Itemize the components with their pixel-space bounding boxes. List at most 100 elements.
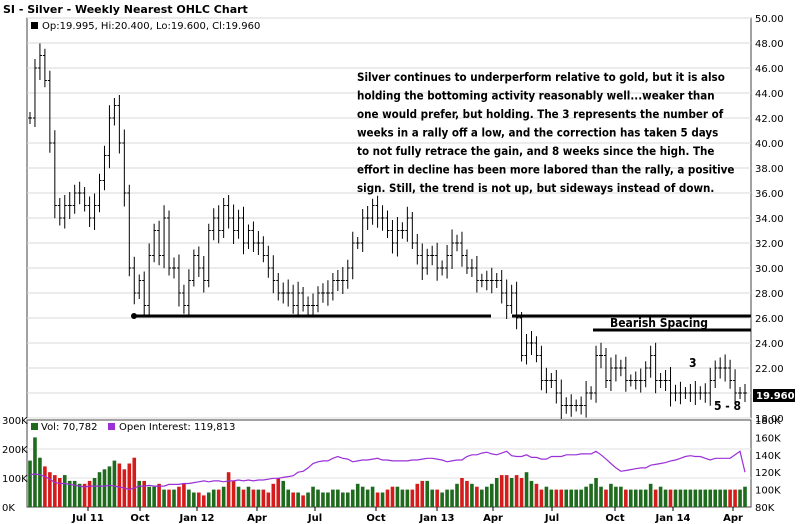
volume-bar [206, 492, 211, 507]
correction-weeks-label: 5 - 8 [714, 399, 741, 413]
volume-bar [365, 489, 370, 507]
price-tick-label: 48.00 [755, 39, 784, 50]
chart-title: SI - Silver - Weekly Nearest OHLC Chart [3, 3, 248, 16]
ohlc-bar [375, 195, 380, 228]
ohlc-bar [157, 220, 162, 266]
ohlc-bar [330, 273, 335, 301]
ohlc-bar [455, 234, 460, 252]
oi-readout: Open Interest: 119,813 [119, 422, 235, 433]
volume-bar [708, 489, 713, 507]
ohlc-readout: Op:19.995, Hi:20.400, Lo:19.600, Cl:19.9… [42, 21, 260, 32]
ohlc-bar [743, 384, 747, 402]
ohlc-bar [430, 245, 435, 266]
ohlc-bar [32, 59, 37, 127]
volume-gridlines [27, 448, 751, 479]
price-tick-label: 30.00 [755, 264, 784, 275]
ohlc-bar [603, 348, 608, 388]
volume-bar [465, 480, 469, 507]
ohlc-bar [311, 293, 316, 318]
ohlc-bar [703, 383, 708, 403]
ohlc-bar [643, 361, 648, 388]
x-tick-label: Apr [483, 513, 503, 524]
ohlc-bar [489, 267, 494, 294]
ohlc-bar [415, 234, 420, 265]
volume-bar [460, 478, 464, 507]
volume-bar [410, 489, 415, 507]
ohlc-bar [594, 345, 599, 403]
ohlc-bar [206, 223, 211, 288]
ohlc-bar [474, 256, 479, 293]
volume-bar [405, 489, 410, 507]
ohlc-bar [306, 296, 311, 315]
ohlc-bar [450, 229, 455, 269]
ohlc-bar [335, 270, 340, 291]
volume-bar [231, 480, 236, 507]
ohlc-bar [28, 112, 32, 124]
volume-bar [321, 492, 325, 507]
bearish-spacing-label: Bearish Spacing [610, 316, 708, 330]
ohlc-bar [345, 259, 350, 289]
ohlc-bar [718, 357, 723, 379]
volume-bar [281, 480, 286, 507]
volume-bar [713, 489, 718, 507]
volume-bar [182, 483, 186, 507]
ohlc-bar [256, 231, 261, 255]
volume-bar [286, 489, 290, 507]
ohlc-swatch [31, 22, 38, 29]
volume-tick-label: 0K [2, 503, 15, 514]
ohlc-bar [579, 396, 584, 415]
volume-bar [102, 469, 107, 507]
ohlc-bar [281, 282, 286, 304]
volume-bar [415, 483, 420, 507]
price-bars [28, 43, 747, 419]
volume-bar [271, 483, 276, 507]
volume-bar [604, 489, 608, 507]
volume-bar [678, 489, 683, 507]
commentary-line: sign. Still, the trend is not up, but si… [357, 181, 714, 195]
ohlc-bar [534, 336, 539, 363]
ohlc-bar [638, 368, 643, 393]
ohlc-bar [440, 260, 445, 276]
open-interest-axis: 180K 160K 140K 120K 100K 80K [755, 416, 781, 514]
ohlc-bar [608, 357, 613, 391]
ohlc-bar [529, 331, 534, 355]
price-tick-label: 38.00 [755, 164, 784, 175]
volume-bar [524, 472, 529, 507]
ohlc-bar [524, 334, 529, 365]
ohlc-bar [112, 98, 117, 126]
ohlc-bar [167, 210, 172, 276]
volume-bar [370, 486, 375, 507]
volume-bar [211, 489, 216, 507]
volume-bar [455, 483, 459, 507]
ohlc-bar [360, 209, 365, 252]
volume-bar [648, 483, 653, 507]
ohlc-bar [325, 280, 330, 306]
ohlc-bar [181, 284, 186, 314]
ohlc-bar [42, 48, 47, 88]
volume-bar [53, 475, 57, 507]
ohlc-bar [315, 286, 320, 313]
volume-bar [683, 489, 688, 507]
ohlc-bar [132, 256, 137, 305]
volume-bar [609, 483, 613, 507]
ohlc-bar [584, 381, 589, 418]
ohlc-bar [420, 243, 425, 280]
volume-bar [236, 486, 241, 507]
commentary-line: to not fully retrace the gain, and 8 wee… [357, 144, 714, 158]
ohlc-bar [87, 196, 92, 227]
price-tick-label: 28.00 [755, 289, 784, 300]
volume-bar [579, 489, 583, 507]
volume-bar [276, 478, 281, 507]
ohlc-bar [633, 371, 638, 390]
ohlc-bar [276, 273, 281, 301]
x-tick-label: Jan 14 [655, 513, 691, 524]
ohlc-bar [196, 246, 201, 277]
price-tick-label: 42.00 [755, 114, 784, 125]
ohlc-bar [37, 43, 42, 80]
support-line-dot [131, 313, 137, 319]
ohlc-bar [72, 184, 77, 214]
volume-bar [152, 486, 156, 507]
oi-tick-label: 120K [755, 468, 781, 479]
volume-bar [544, 486, 549, 507]
